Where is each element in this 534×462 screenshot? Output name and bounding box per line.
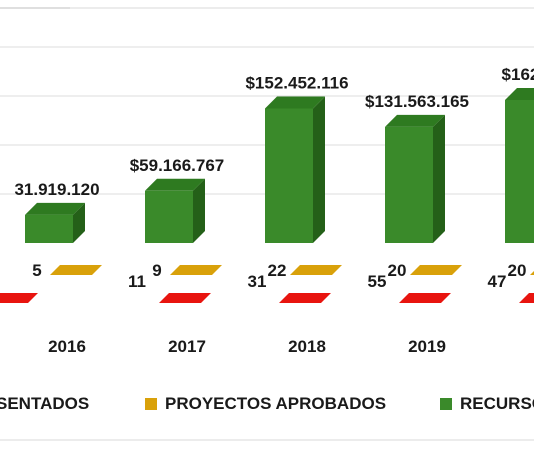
bar-proyectos-aprobados-2019 (410, 265, 462, 275)
bar-top-recurso-2019 (385, 114, 445, 127)
x-tick-label-2018: 2018 (288, 337, 326, 356)
legend-item-sentados: SENTADOS (0, 386, 89, 422)
bar-side-recurso-2016 (73, 202, 85, 243)
bar-side-recurso-2018 (313, 96, 325, 243)
legend-item-recurso: RECURSO (440, 386, 534, 422)
data-label-proyectos-aprobados-2017: 9 (152, 261, 161, 280)
data-label-recurso-20: $162.085 (502, 65, 534, 84)
bar-sentados-2016 (0, 293, 38, 303)
bar-top-recurso-2018 (265, 96, 325, 109)
data-label-sentados-2017: 11 (128, 272, 146, 291)
bar-proyectos-aprobados-2018 (290, 265, 342, 275)
bar-sentados-2018 (279, 293, 331, 303)
legend-label-sentados: SENTADOS (0, 394, 90, 413)
data-label-recurso-2017: $59.166.767 (130, 156, 225, 175)
chart-legend: SENTADOS PROYECTOS APROBADOS RECURSO (0, 386, 534, 422)
bar-sentados-2019 (399, 293, 451, 303)
legend-swatch-proyectos-aprobados (145, 398, 157, 410)
data-label-recurso-2016: 31.919.120 (14, 180, 99, 199)
bar-sentados-2017 (159, 293, 211, 303)
bar-top-recurso-2017 (145, 178, 205, 191)
bar-side-recurso-2017 (193, 178, 205, 243)
bar-top-recurso-2016 (25, 202, 85, 215)
bar-proyectos-aprobados-2016 (50, 265, 102, 275)
data-label-proyectos-aprobados-2016: 5 (32, 261, 41, 280)
x-tick-label-2019: 2019 (408, 337, 446, 356)
data-label-recurso-2018: $152.452.116 (245, 73, 348, 92)
data-label-proyectos-aprobados-20: 20 (508, 261, 527, 280)
bar-sentados-20 (519, 293, 534, 303)
bar-recurso-2018 (265, 108, 313, 243)
bar-recurso-2019 (385, 126, 433, 243)
x-tick-label-2016: 2016 (48, 337, 86, 356)
data-label-sentados-2019: 55 (368, 272, 387, 291)
bar-top-recurso-20 (505, 88, 534, 100)
bar-side-recurso-2019 (433, 114, 445, 244)
legend-label-recurso: RECURSO (460, 394, 534, 413)
data-label-recurso-2019: $131.563.165 (365, 92, 469, 111)
data-label-sentados-20: 47 (488, 272, 507, 291)
bar-recurso-2016 (25, 214, 73, 243)
bar-recurso-20 (505, 100, 534, 243)
x-tick-label-2017: 2017 (168, 337, 206, 356)
bar-proyectos-aprobados-20 (530, 271, 534, 275)
data-label-sentados-2018: 31 (248, 272, 267, 291)
bar-proyectos-aprobados-2017 (170, 265, 222, 275)
legend-label-proyectos-aprobados: PROYECTOS APROBADOS (165, 394, 387, 413)
data-label-proyectos-aprobados-2018: 22 (268, 261, 287, 280)
legend-swatch-recurso (440, 398, 452, 410)
data-label-proyectos-aprobados-2019: 20 (388, 261, 407, 280)
bar-recurso-2017 (145, 190, 193, 243)
legend-item-proyectos-aprobados: PROYECTOS APROBADOS (145, 386, 386, 422)
